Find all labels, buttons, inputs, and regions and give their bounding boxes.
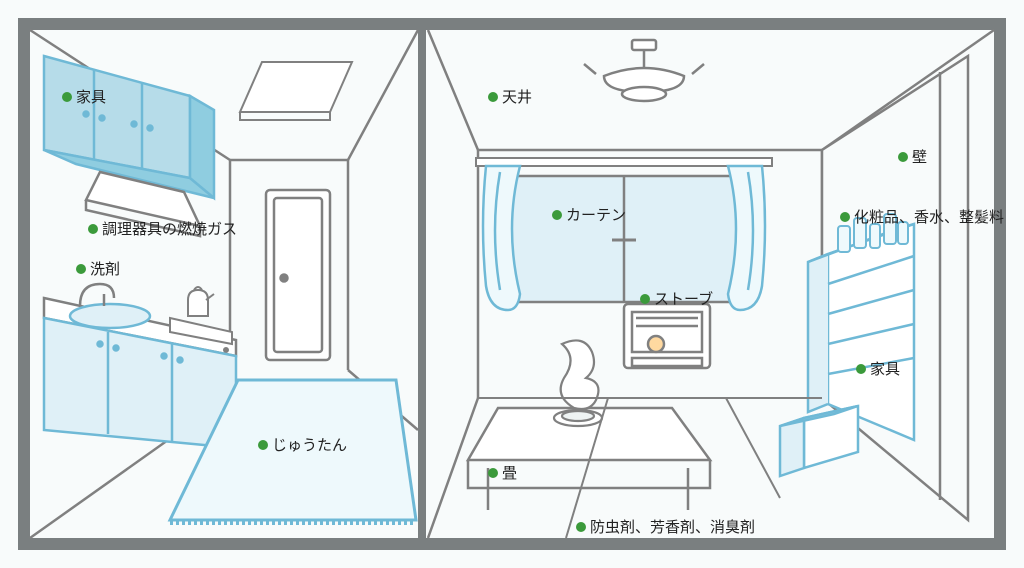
label-text: じゅうたん: [272, 434, 347, 455]
label-insecticide: 防虫剤、芳香剤、消臭剤: [576, 516, 755, 537]
dot-icon: [88, 224, 98, 234]
label-text: 調理器具の燃焼ガス: [102, 218, 237, 239]
dot-icon: [552, 210, 562, 220]
label-ceiling: 天井: [488, 86, 532, 107]
label-stove: ストーブ: [640, 288, 713, 309]
label-tatami: 畳: [488, 462, 517, 483]
kitchen-counter: [44, 284, 236, 448]
dot-icon: [898, 152, 908, 162]
label-text: カーテン: [566, 204, 626, 225]
label-cosmetics: 化粧品、香水、整髪料: [840, 206, 1004, 227]
dot-icon: [76, 264, 86, 274]
label-wall: 壁: [898, 146, 927, 167]
label-text: 家具: [76, 86, 106, 107]
room-diagram: 家具 調理器具の燃焼ガス 洗剤 じゅうたん 天井 カーテン ストーブ 畳 防虫剤…: [0, 0, 1024, 568]
label-text: 家具: [870, 358, 900, 379]
label-cooking-gas: 調理器具の燃焼ガス: [88, 218, 237, 239]
label-text: 防虫剤、芳香剤、消臭剤: [590, 516, 755, 537]
label-text: 天井: [502, 86, 532, 107]
label-furniture-right: 家具: [856, 358, 900, 379]
dot-icon: [488, 468, 498, 478]
dot-icon: [62, 92, 72, 102]
label-text: 洗剤: [90, 258, 120, 279]
dot-icon: [258, 440, 268, 450]
label-text: 壁: [912, 146, 927, 167]
label-carpet: じゅうたん: [258, 434, 347, 455]
label-detergent: 洗剤: [76, 258, 120, 279]
dot-icon: [640, 294, 650, 304]
label-curtain: カーテン: [552, 204, 626, 225]
label-text: ストーブ: [654, 288, 713, 309]
dot-icon: [840, 212, 850, 222]
dot-icon: [576, 522, 586, 532]
dot-icon: [488, 92, 498, 102]
kitchen-door: [266, 190, 330, 360]
heater: [624, 304, 710, 368]
window: [476, 158, 772, 310]
dot-icon: [856, 364, 866, 374]
label-text: 畳: [502, 462, 517, 483]
label-text: 化粧品、香水、整髪料: [854, 206, 1004, 227]
label-furniture-left: 家具: [62, 86, 106, 107]
